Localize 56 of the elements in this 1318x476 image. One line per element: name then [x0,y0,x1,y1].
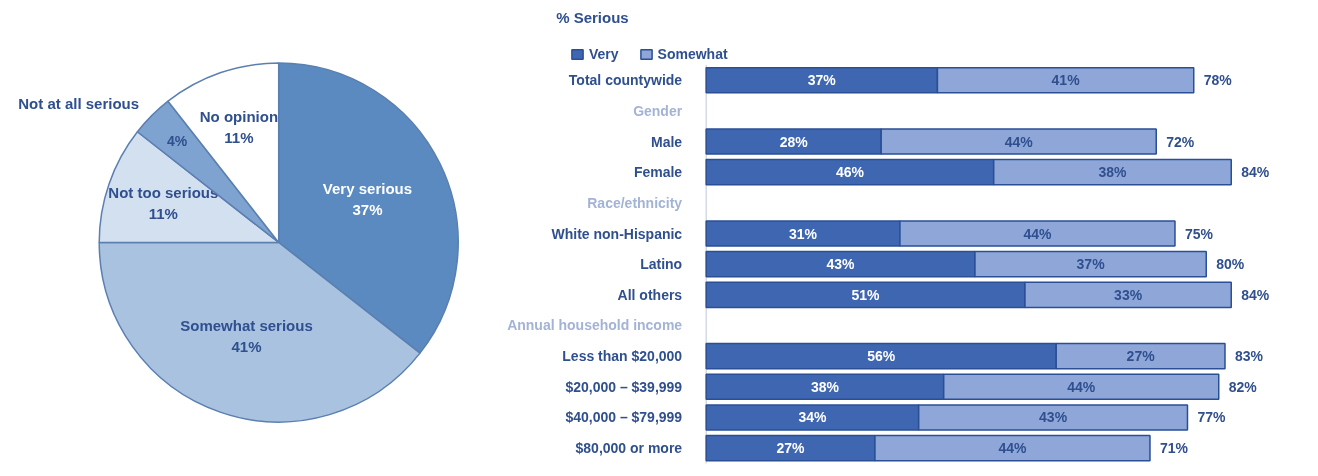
data-label: 4% [167,133,188,150]
data-label: 38% [810,378,840,395]
data-label: 37% [352,201,383,219]
data-label: 11% [148,204,178,222]
total-label: 71% [1159,440,1189,457]
slice-label: Somewhat serious [180,316,313,334]
data-label: 33% [1114,286,1143,303]
y-tick-label: $40,000 – $79,999 [565,409,683,426]
data-label: 27% [1126,348,1156,365]
data-label: 37% [1076,256,1106,273]
data-label: 11% [224,129,254,147]
y-tick-label: Race/ethnicity [587,194,683,211]
data-label: 44% [1023,225,1053,242]
y-tick-label: Gender [633,102,683,119]
data-label: 41% [1051,72,1081,89]
data-label: 43% [826,256,856,273]
data-label: 51% [851,286,881,303]
data-label: 37% [807,72,837,89]
total-label: 72% [1166,133,1195,150]
y-tick-label: Less than $20,000 [562,348,683,365]
y-tick-label: $80,000 or more [575,440,683,457]
y-tick-label: Total countywide [568,72,683,89]
legend-label: Very [589,46,619,62]
data-label: 44% [1067,378,1096,395]
data-label: 38% [1098,164,1128,181]
total-label: 83% [1234,348,1264,365]
data-label: 44% [998,440,1028,457]
data-label: 56% [867,348,896,365]
chart-title: % Serious [556,8,629,26]
data-label: 44% [1004,133,1034,150]
total-label: 84% [1241,164,1270,181]
y-tick-label: Female [633,164,683,181]
data-label: 27% [776,440,806,457]
total-label: 77% [1197,409,1227,426]
y-tick-label: $20,000 – $39,999 [565,378,683,395]
data-label: 43% [1039,409,1068,426]
data-label: 34% [798,409,827,426]
slice-label: Very serious [322,180,413,198]
slice-label: No opinion [199,108,279,126]
slice-label: Not too serious [108,183,219,201]
y-tick-label: Male [651,133,683,150]
total-label: 80% [1216,256,1245,273]
data-label: 31% [789,225,818,242]
total-label: 75% [1184,225,1214,242]
y-tick-label: All others [617,286,683,303]
data-label: 46% [835,164,865,181]
total-label: 84% [1241,286,1270,303]
data-label: 41% [231,337,262,355]
slice-label: Not at all serious [18,94,140,112]
y-tick-label: Latino [640,256,683,273]
y-tick-label: Annual household income [507,317,683,334]
total-label: 78% [1203,72,1233,89]
y-tick-label: White non-Hispanic [551,225,683,242]
data-label: 28% [779,133,809,150]
total-label: 82% [1228,378,1258,395]
legend-label: Somewhat [657,46,728,62]
